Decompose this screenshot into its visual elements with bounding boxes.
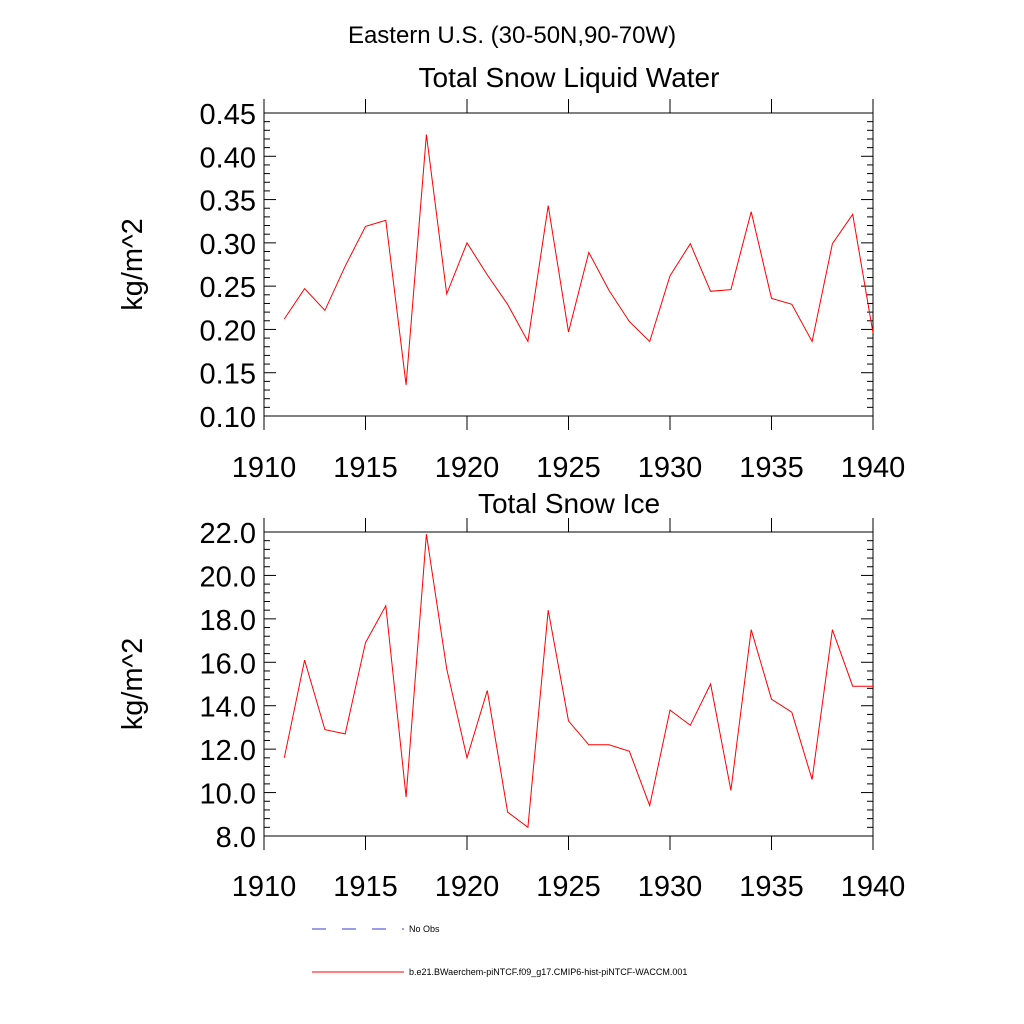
series-line-1 bbox=[283, 534, 873, 829]
x-tick-label: 1910 bbox=[232, 871, 297, 903]
y-tick-label: 12.0 bbox=[200, 735, 256, 767]
y-tick-label: 8.0 bbox=[216, 822, 256, 854]
plots-group: Total Snow Liquid Water kg/m^2 0.10 0.15 0.2… bbox=[117, 62, 905, 903]
y-tick-label: 0.10 bbox=[200, 402, 256, 434]
x-tick-label: 1935 bbox=[739, 871, 804, 903]
y-tick-label: 16.0 bbox=[200, 648, 256, 680]
y-tick-label: 14.0 bbox=[200, 692, 256, 724]
x-tick-label: 1920 bbox=[435, 452, 500, 484]
series-line-1 bbox=[283, 134, 874, 385]
y-tick-label: 0.40 bbox=[200, 142, 256, 174]
y-axis-label: kg/m^2 bbox=[117, 218, 149, 311]
legend: No Obs b.e21.BWaerchem-piNTCF.f09_g17.CMI… bbox=[312, 924, 687, 977]
panel-1: Total Snow Liquid Water kg/m^2 0.10 0.15 0.2… bbox=[117, 62, 905, 484]
x-tick-label: 1920 bbox=[435, 871, 500, 903]
y-tick-label: 0.20 bbox=[200, 315, 256, 347]
legend-label-2: b.e21.BWaerchem-piNTCF.f09_g17.CMIP6-his… bbox=[409, 967, 687, 977]
x-tick-label: 1940 bbox=[841, 871, 906, 903]
y-tick-label: 0.30 bbox=[200, 229, 256, 261]
y-tick-label: 22.0 bbox=[200, 518, 256, 550]
x-tick-label: 1915 bbox=[333, 452, 398, 484]
x-tick-label: 1930 bbox=[638, 871, 703, 903]
legend-label-1: No Obs bbox=[409, 924, 440, 934]
x-tick-label: 1915 bbox=[333, 871, 398, 903]
y-tick-label: 18.0 bbox=[200, 605, 256, 637]
y-tick-label: 0.35 bbox=[200, 186, 256, 218]
y-axis-label: kg/m^2 bbox=[117, 638, 149, 731]
panel-title: Total Snow Ice bbox=[478, 488, 660, 519]
y-tick-label: 20.0 bbox=[200, 561, 256, 593]
x-tick-label: 1925 bbox=[536, 871, 601, 903]
main-title: Eastern U.S. (30-50N,90-70W) bbox=[348, 22, 676, 49]
y-tick-label: 0.15 bbox=[200, 359, 256, 391]
x-tick-label: 1930 bbox=[638, 452, 703, 484]
x-tick-label: 1935 bbox=[739, 452, 804, 484]
plot-frame bbox=[263, 531, 874, 837]
panel-2: Total Snow Ice kg/m^2 8.0 10.0 12.0 14.0 16.0 1… bbox=[117, 488, 905, 903]
y-tick-label: 10.0 bbox=[200, 779, 256, 811]
y-tick-label: 0.25 bbox=[200, 272, 256, 304]
x-tick-label: 1925 bbox=[536, 452, 601, 484]
plot-frame bbox=[263, 112, 874, 417]
y-tick-label: 0.45 bbox=[200, 99, 256, 131]
x-tick-label: 1910 bbox=[232, 452, 297, 484]
panel-title: Total Snow Liquid Water bbox=[419, 62, 720, 93]
x-tick-label: 1940 bbox=[841, 452, 906, 484]
